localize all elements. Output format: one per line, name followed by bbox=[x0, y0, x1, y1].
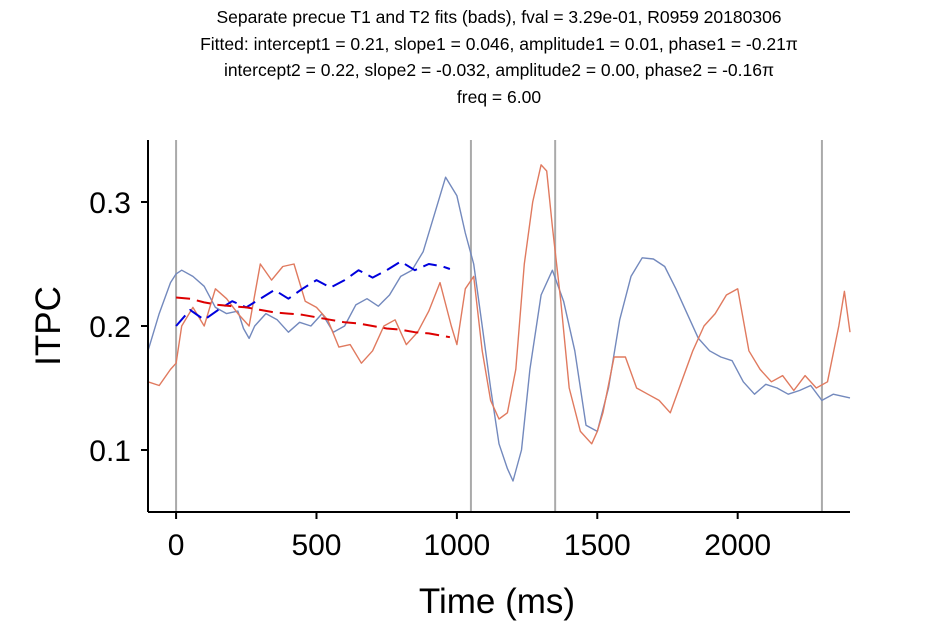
series-line-fit2 bbox=[176, 296, 451, 339]
y-tick-label-3: 0.3 bbox=[89, 187, 131, 220]
title-line-1: Separate precue T1 and T2 fits (bads), f… bbox=[216, 7, 781, 27]
x-axis-label: Time (ms) bbox=[419, 582, 575, 621]
plot-area: 0 500 1000 1500 2000 0.1 0.2 0.3 bbox=[89, 140, 851, 562]
chart-title: Separate precue T1 and T2 fits (bads), f… bbox=[200, 7, 798, 107]
series-line-t2 bbox=[147, 164, 851, 445]
y-axis-label: ITPC bbox=[29, 286, 68, 366]
x-tick-label-4: 1500 bbox=[564, 529, 631, 562]
y-tick-label-2: 0.2 bbox=[89, 311, 131, 344]
x-tick-label-3: 1000 bbox=[424, 529, 491, 562]
title-line-3: intercept2 = 0.22, slope2 = -0.032, ampl… bbox=[224, 60, 774, 80]
y-tick-label-1: 0.1 bbox=[89, 435, 131, 468]
x-tick-label-5: 2000 bbox=[704, 529, 771, 562]
x-tick-label-1: 0 bbox=[168, 529, 185, 562]
x-tick-label-2: 500 bbox=[291, 529, 341, 562]
series-line-fit1 bbox=[175, 260, 451, 327]
title-line-4: freq = 6.00 bbox=[457, 87, 541, 107]
series-line-t1 bbox=[147, 176, 851, 482]
title-line-2: Fitted: intercept1 = 0.21, slope1 = 0.04… bbox=[200, 34, 798, 54]
